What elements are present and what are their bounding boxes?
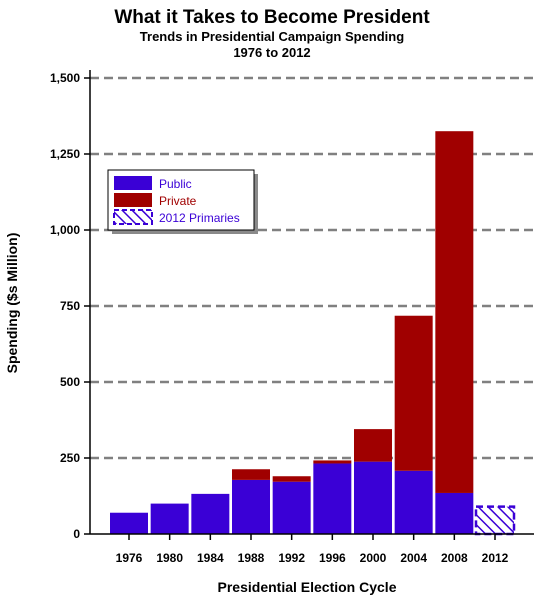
x-tick-label: 1980 (156, 551, 183, 565)
bar-public-1988 (232, 479, 270, 534)
x-tick-label: 1988 (238, 551, 265, 565)
bar-public-2004 (394, 470, 433, 534)
legend-swatch-primaries (113, 209, 153, 225)
bar-public-1984 (191, 493, 230, 534)
y-tick-label: 0 (73, 527, 80, 541)
y-tick-label: 750 (60, 299, 80, 313)
x-tick-label: 2012 (482, 551, 509, 565)
chart-title: What it Takes to Become President (114, 7, 430, 28)
bar-public-1992 (272, 481, 311, 534)
y-tick-label: 1,500 (50, 71, 80, 85)
bar-private-2000 (354, 429, 392, 462)
x-ticks: 1976 1980 1984 1988 1992 1996 2000 2004 2008 2012 (116, 534, 509, 565)
chart-subtitle: Trends in Presidential Campaign Spending (140, 29, 404, 44)
bar-private-1992 (272, 476, 311, 482)
x-tick-label: 2008 (441, 551, 468, 565)
legend-swatch-private (114, 193, 152, 207)
y-tick-label: 1,250 (50, 147, 80, 161)
legend-label-private: Private (159, 194, 197, 208)
bar-public-1996 (313, 463, 352, 534)
legend-label-primaries: 2012 Primaries (159, 211, 240, 225)
bar-2012-primaries-2012 (474, 505, 516, 536)
y-tick-label: 250 (60, 451, 80, 465)
bar-private-2008 (435, 131, 474, 493)
x-tick-label: 1984 (197, 551, 224, 565)
bars (110, 131, 516, 536)
bar-public-1976 (110, 512, 148, 534)
legend: Public Private 2012 Primaries (107, 169, 258, 234)
legend-label-public: Public (159, 177, 192, 191)
bar-public-2008 (435, 492, 474, 534)
y-tick-label: 1,000 (50, 223, 80, 237)
bar-private-1996 (313, 460, 352, 464)
bar-private-2004 (394, 315, 433, 471)
x-tick-label: 1992 (278, 551, 305, 565)
x-tick-label: 2000 (360, 551, 387, 565)
x-tick-label: 2004 (400, 551, 427, 565)
x-axis-label: Presidential Election Cycle (218, 579, 397, 595)
y-ticks: 0 250 500 750 1,000 1,250 1,500 (50, 71, 90, 541)
x-tick-label: 1996 (319, 551, 346, 565)
bar-private-1988 (232, 469, 270, 480)
chart-subtitle-years: 1976 to 2012 (233, 45, 310, 60)
bar-public-2000 (354, 461, 392, 534)
y-tick-label: 500 (60, 375, 80, 389)
x-tick-label: 1976 (116, 551, 143, 565)
y-axis-label: Spending ($s Million) (4, 233, 20, 374)
bar-public-1980 (150, 503, 189, 534)
legend-swatch-public (114, 176, 152, 190)
